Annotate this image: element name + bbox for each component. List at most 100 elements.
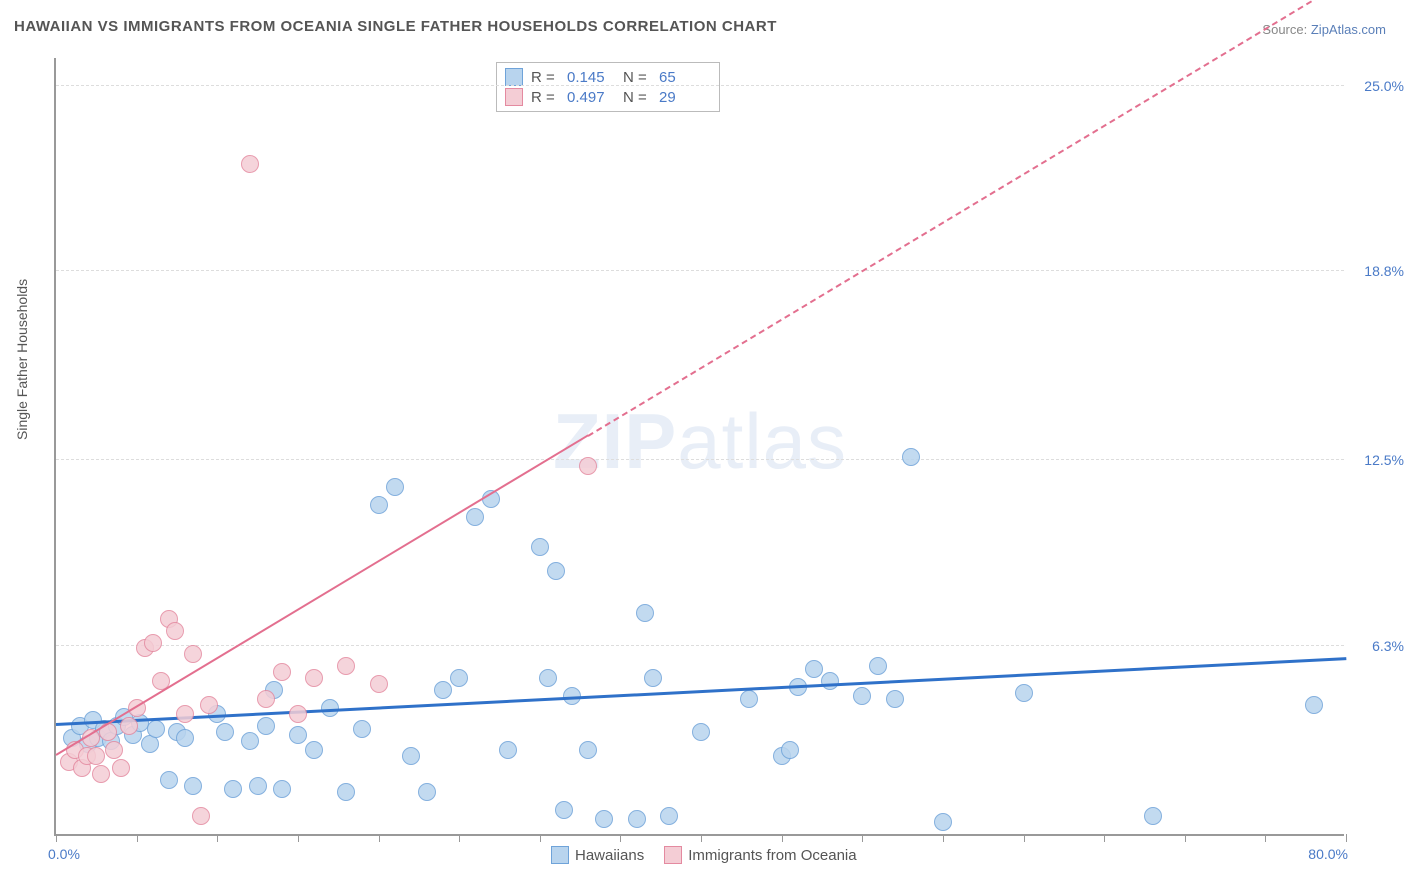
- x-tick: [56, 834, 57, 842]
- data-point: [579, 741, 597, 759]
- data-point: [87, 747, 105, 765]
- data-point: [337, 783, 355, 801]
- data-point: [805, 660, 823, 678]
- data-point: [305, 669, 323, 687]
- data-point: [660, 807, 678, 825]
- data-point: [184, 645, 202, 663]
- x-tick: [782, 834, 783, 842]
- data-point: [120, 717, 138, 735]
- data-point: [144, 634, 162, 652]
- data-point: [934, 813, 952, 831]
- x-tick: [862, 834, 863, 842]
- data-point: [466, 508, 484, 526]
- data-point: [147, 720, 165, 738]
- gridline: [56, 85, 1344, 86]
- data-point: [579, 457, 597, 475]
- x-tick: [379, 834, 380, 842]
- data-point: [92, 765, 110, 783]
- x-tick: [1346, 834, 1347, 842]
- watermark-prefix: ZIP: [553, 397, 677, 485]
- data-point: [273, 780, 291, 798]
- data-point: [257, 690, 275, 708]
- r-value: 0.145: [567, 69, 615, 86]
- data-point: [1015, 684, 1033, 702]
- n-value: 29: [659, 89, 707, 106]
- x-tick: [217, 834, 218, 842]
- data-point: [112, 759, 130, 777]
- source-attribution: Source: ZipAtlas.com: [1262, 22, 1386, 37]
- data-point: [176, 705, 194, 723]
- data-point: [418, 783, 436, 801]
- data-point: [644, 669, 662, 687]
- r-label: R =: [531, 89, 559, 106]
- plot-area: ZIPatlas R =0.145N =65R =0.497N =29 Hawa…: [54, 58, 1344, 836]
- data-point: [353, 720, 371, 738]
- data-point: [1144, 807, 1162, 825]
- data-point: [628, 810, 646, 828]
- data-point: [257, 717, 275, 735]
- data-point: [869, 657, 887, 675]
- legend-swatch: [505, 68, 523, 86]
- stats-row: R =0.497N =29: [505, 87, 707, 107]
- gridline: [56, 459, 1344, 460]
- data-point: [241, 155, 259, 173]
- data-point: [821, 672, 839, 690]
- y-tick-label: 12.5%: [1349, 452, 1404, 468]
- data-point: [499, 741, 517, 759]
- x-tick: [1104, 834, 1105, 842]
- series-legend: Hawaiians Immigrants from Oceania: [551, 846, 857, 864]
- legend-swatch: [505, 88, 523, 106]
- data-point: [547, 562, 565, 580]
- data-point: [273, 663, 291, 681]
- data-point: [249, 777, 267, 795]
- x-tick: [1185, 834, 1186, 842]
- chart-title: HAWAIIAN VS IMMIGRANTS FROM OCEANIA SING…: [14, 18, 777, 35]
- data-point: [886, 690, 904, 708]
- data-point: [539, 669, 557, 687]
- data-point: [216, 723, 234, 741]
- x-tick: [1024, 834, 1025, 842]
- data-point: [305, 741, 323, 759]
- x-tick: [459, 834, 460, 842]
- data-point: [105, 741, 123, 759]
- data-point: [192, 807, 210, 825]
- r-value: 0.497: [567, 89, 615, 106]
- n-value: 65: [659, 69, 707, 86]
- gridline: [56, 270, 1344, 271]
- x-tick: [137, 834, 138, 842]
- x-axis-max-label: 80.0%: [1308, 846, 1348, 862]
- legend-item: Hawaiians: [551, 846, 644, 864]
- r-label: R =: [531, 69, 559, 86]
- data-point: [370, 675, 388, 693]
- source-value: ZipAtlas.com: [1311, 22, 1386, 37]
- data-point: [184, 777, 202, 795]
- legend-label: Hawaiians: [575, 847, 644, 864]
- data-point: [166, 622, 184, 640]
- y-tick-label: 25.0%: [1349, 78, 1404, 94]
- data-point: [176, 729, 194, 747]
- legend-swatch: [664, 846, 682, 864]
- data-point: [531, 538, 549, 556]
- x-tick: [298, 834, 299, 842]
- data-point: [595, 810, 613, 828]
- data-point: [160, 771, 178, 789]
- data-point: [386, 478, 404, 496]
- gridline: [56, 645, 1344, 646]
- y-tick-label: 18.8%: [1349, 263, 1404, 279]
- data-point: [337, 657, 355, 675]
- data-point: [289, 705, 307, 723]
- data-point: [434, 681, 452, 699]
- data-point: [1305, 696, 1323, 714]
- legend-item: Immigrants from Oceania: [664, 846, 856, 864]
- x-axis-min-label: 0.0%: [48, 846, 80, 862]
- legend-label: Immigrants from Oceania: [688, 847, 856, 864]
- data-point: [450, 669, 468, 687]
- correlation-stats-box: R =0.145N =65R =0.497N =29: [496, 62, 720, 112]
- data-point: [555, 801, 573, 819]
- data-point: [902, 448, 920, 466]
- x-tick: [943, 834, 944, 842]
- watermark-suffix: atlas: [677, 397, 847, 485]
- data-point: [636, 604, 654, 622]
- data-point: [224, 780, 242, 798]
- data-point: [370, 496, 388, 514]
